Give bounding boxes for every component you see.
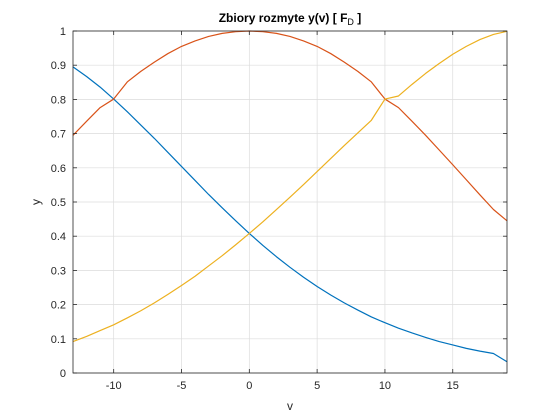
x-tick-label: -5 xyxy=(177,380,187,392)
x-tick-label: -10 xyxy=(106,380,122,392)
x-axis-label: v xyxy=(287,399,293,413)
y-tick-label: 0.7 xyxy=(51,129,66,141)
x-tick-label: 10 xyxy=(379,380,391,392)
y-tick-label: 0.8 xyxy=(51,94,66,106)
x-tick-label: 15 xyxy=(447,380,459,392)
chart-title-suffix: ] xyxy=(354,11,361,25)
tick-marks xyxy=(73,30,507,374)
y-axis-label: y xyxy=(29,199,43,205)
series-line-1 xyxy=(72,66,508,363)
y-tick-label: 0.3 xyxy=(51,265,66,277)
series-line-3 xyxy=(72,30,508,343)
x-tick-label: 5 xyxy=(314,380,320,392)
chart-title-symbol: F xyxy=(340,11,347,25)
y-tick-label: 0.1 xyxy=(51,334,66,346)
y-tick-label: 0 xyxy=(60,368,66,380)
y-tick-label: 0.4 xyxy=(51,231,66,243)
series-group xyxy=(72,30,508,363)
x-tick-label: 0 xyxy=(246,380,252,392)
y-tick-label: 0.2 xyxy=(51,300,66,312)
y-tick-label: 0.5 xyxy=(51,197,66,209)
tick-labels: -10 -5 0 5 10 15 0 0.1 0.2 0.3 0.4 0.5 0.6 0.7 0.8 0.9 1 xyxy=(51,26,459,392)
chart-title-subscript: D xyxy=(347,17,354,27)
chart-title: Zbiory rozmyte y(v) [ FD ] xyxy=(219,11,362,27)
chart-title-main: Zbiory rozmyte y(v) [ xyxy=(219,11,340,25)
y-tick-label: 1 xyxy=(60,26,66,38)
y-tick-label: 0.6 xyxy=(51,163,66,175)
y-tick-label: 0.9 xyxy=(51,60,66,72)
series-line-2 xyxy=(72,30,508,222)
